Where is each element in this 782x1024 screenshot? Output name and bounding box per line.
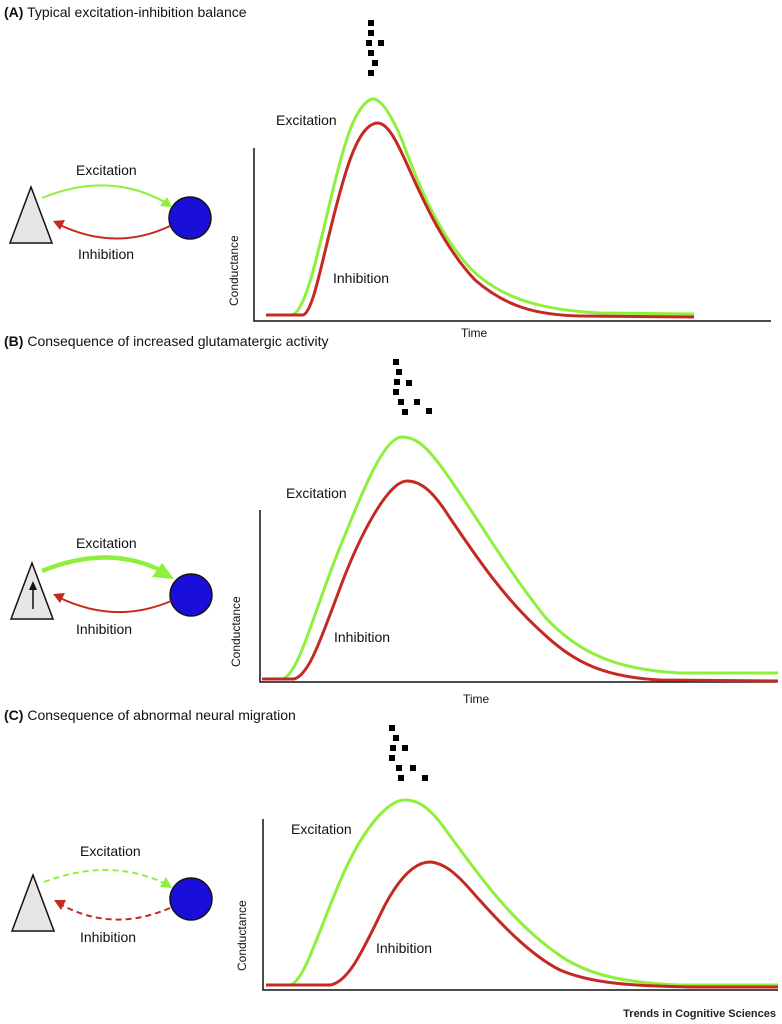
interneuron xyxy=(168,196,212,240)
x-axis-label: Time xyxy=(461,326,488,340)
panel-c-title: (C) Consequence of abnormal neural migra… xyxy=(4,707,296,723)
excitation-label: Excitation xyxy=(76,162,137,178)
excitation-label: Excitation xyxy=(80,843,141,859)
panel-a: (A) Typical excitation-inhibition balanc… xyxy=(0,0,782,340)
excitation-arrowhead xyxy=(152,563,174,579)
panel-b-title: (B) Consequence of increased glutamaterg… xyxy=(4,333,329,349)
chart-axes xyxy=(259,510,777,683)
inhibition-curve xyxy=(262,479,779,683)
excitation-arrow xyxy=(41,555,159,574)
panel-c-title-text: Consequence of abnormal neural migration xyxy=(27,707,296,723)
inhibition-arrow xyxy=(57,223,171,240)
x-axis-label: Time xyxy=(463,692,490,706)
spike-raster xyxy=(366,20,384,76)
panel-c-figure: Excitation Inhibition Conductance Excita… xyxy=(10,725,778,991)
curve-excitation-label: Excitation xyxy=(276,112,337,128)
panel-a-title: (A) Typical excitation-inhibition balanc… xyxy=(4,4,247,20)
y-axis-label: Conductance xyxy=(227,235,241,306)
interneuron xyxy=(169,573,213,617)
panel-b-figure: Excitation Inhibition Conductance Time E… xyxy=(9,359,779,706)
up-arrowhead-icon xyxy=(29,581,37,590)
inhibition-arrowhead xyxy=(53,593,65,603)
excitation-arrowhead xyxy=(160,877,172,888)
excitation-arrowhead xyxy=(160,197,172,207)
excitation-label: Excitation xyxy=(76,535,137,551)
panel-c-letter: (C) xyxy=(4,707,24,723)
excitation-curve xyxy=(266,97,695,317)
journal-credit: Trends in Cognitive Sciences xyxy=(623,1008,776,1020)
inhibition-curve xyxy=(266,121,695,319)
interneuron xyxy=(169,877,213,921)
excitation-arrow xyxy=(41,184,169,205)
inhibition-arrow xyxy=(57,596,172,614)
panel-b-letter: (B) xyxy=(4,333,24,349)
y-axis-label: Conductance xyxy=(235,900,249,971)
pyramidal-neuron xyxy=(8,184,54,244)
curve-excitation-label: Excitation xyxy=(291,821,352,837)
inhibition-label: Inhibition xyxy=(76,621,132,637)
panel-a-figure: Excitation Inhibition Conductance Time E… xyxy=(8,20,771,340)
pyramidal-neuron xyxy=(9,560,55,620)
curve-excitation-label: Excitation xyxy=(286,485,347,501)
inhibition-label: Inhibition xyxy=(80,929,136,945)
chart-axes xyxy=(262,819,778,991)
panel-a-title-text: Typical excitation-inhibition balance xyxy=(27,4,247,20)
inhibition-arrowhead xyxy=(53,220,65,230)
panel-c: (C) Consequence of abnormal neural migra… xyxy=(0,705,782,1024)
inhibition-arrowhead xyxy=(54,900,66,910)
pyramidal-neuron xyxy=(10,872,56,932)
spike-raster xyxy=(389,725,428,781)
inhibition-label: Inhibition xyxy=(78,246,134,262)
curve-inhibition-label: Inhibition xyxy=(376,940,432,956)
excitation-arrow xyxy=(43,869,167,885)
panel-a-letter: (A) xyxy=(4,4,24,20)
excitation-curve xyxy=(262,435,778,681)
y-axis-label: Conductance xyxy=(229,596,243,667)
panel-b: (B) Consequence of increased glutamaterg… xyxy=(0,333,782,706)
panel-b-title-text: Consequence of increased glutamatergic a… xyxy=(27,333,329,349)
inhibition-curve xyxy=(266,860,778,989)
inhibition-arrow xyxy=(59,903,171,921)
curve-inhibition-label: Inhibition xyxy=(334,629,390,645)
excitation-curve xyxy=(266,798,778,987)
chart-axes xyxy=(253,148,771,322)
curve-inhibition-label: Inhibition xyxy=(333,270,389,286)
spike-raster xyxy=(393,359,432,415)
